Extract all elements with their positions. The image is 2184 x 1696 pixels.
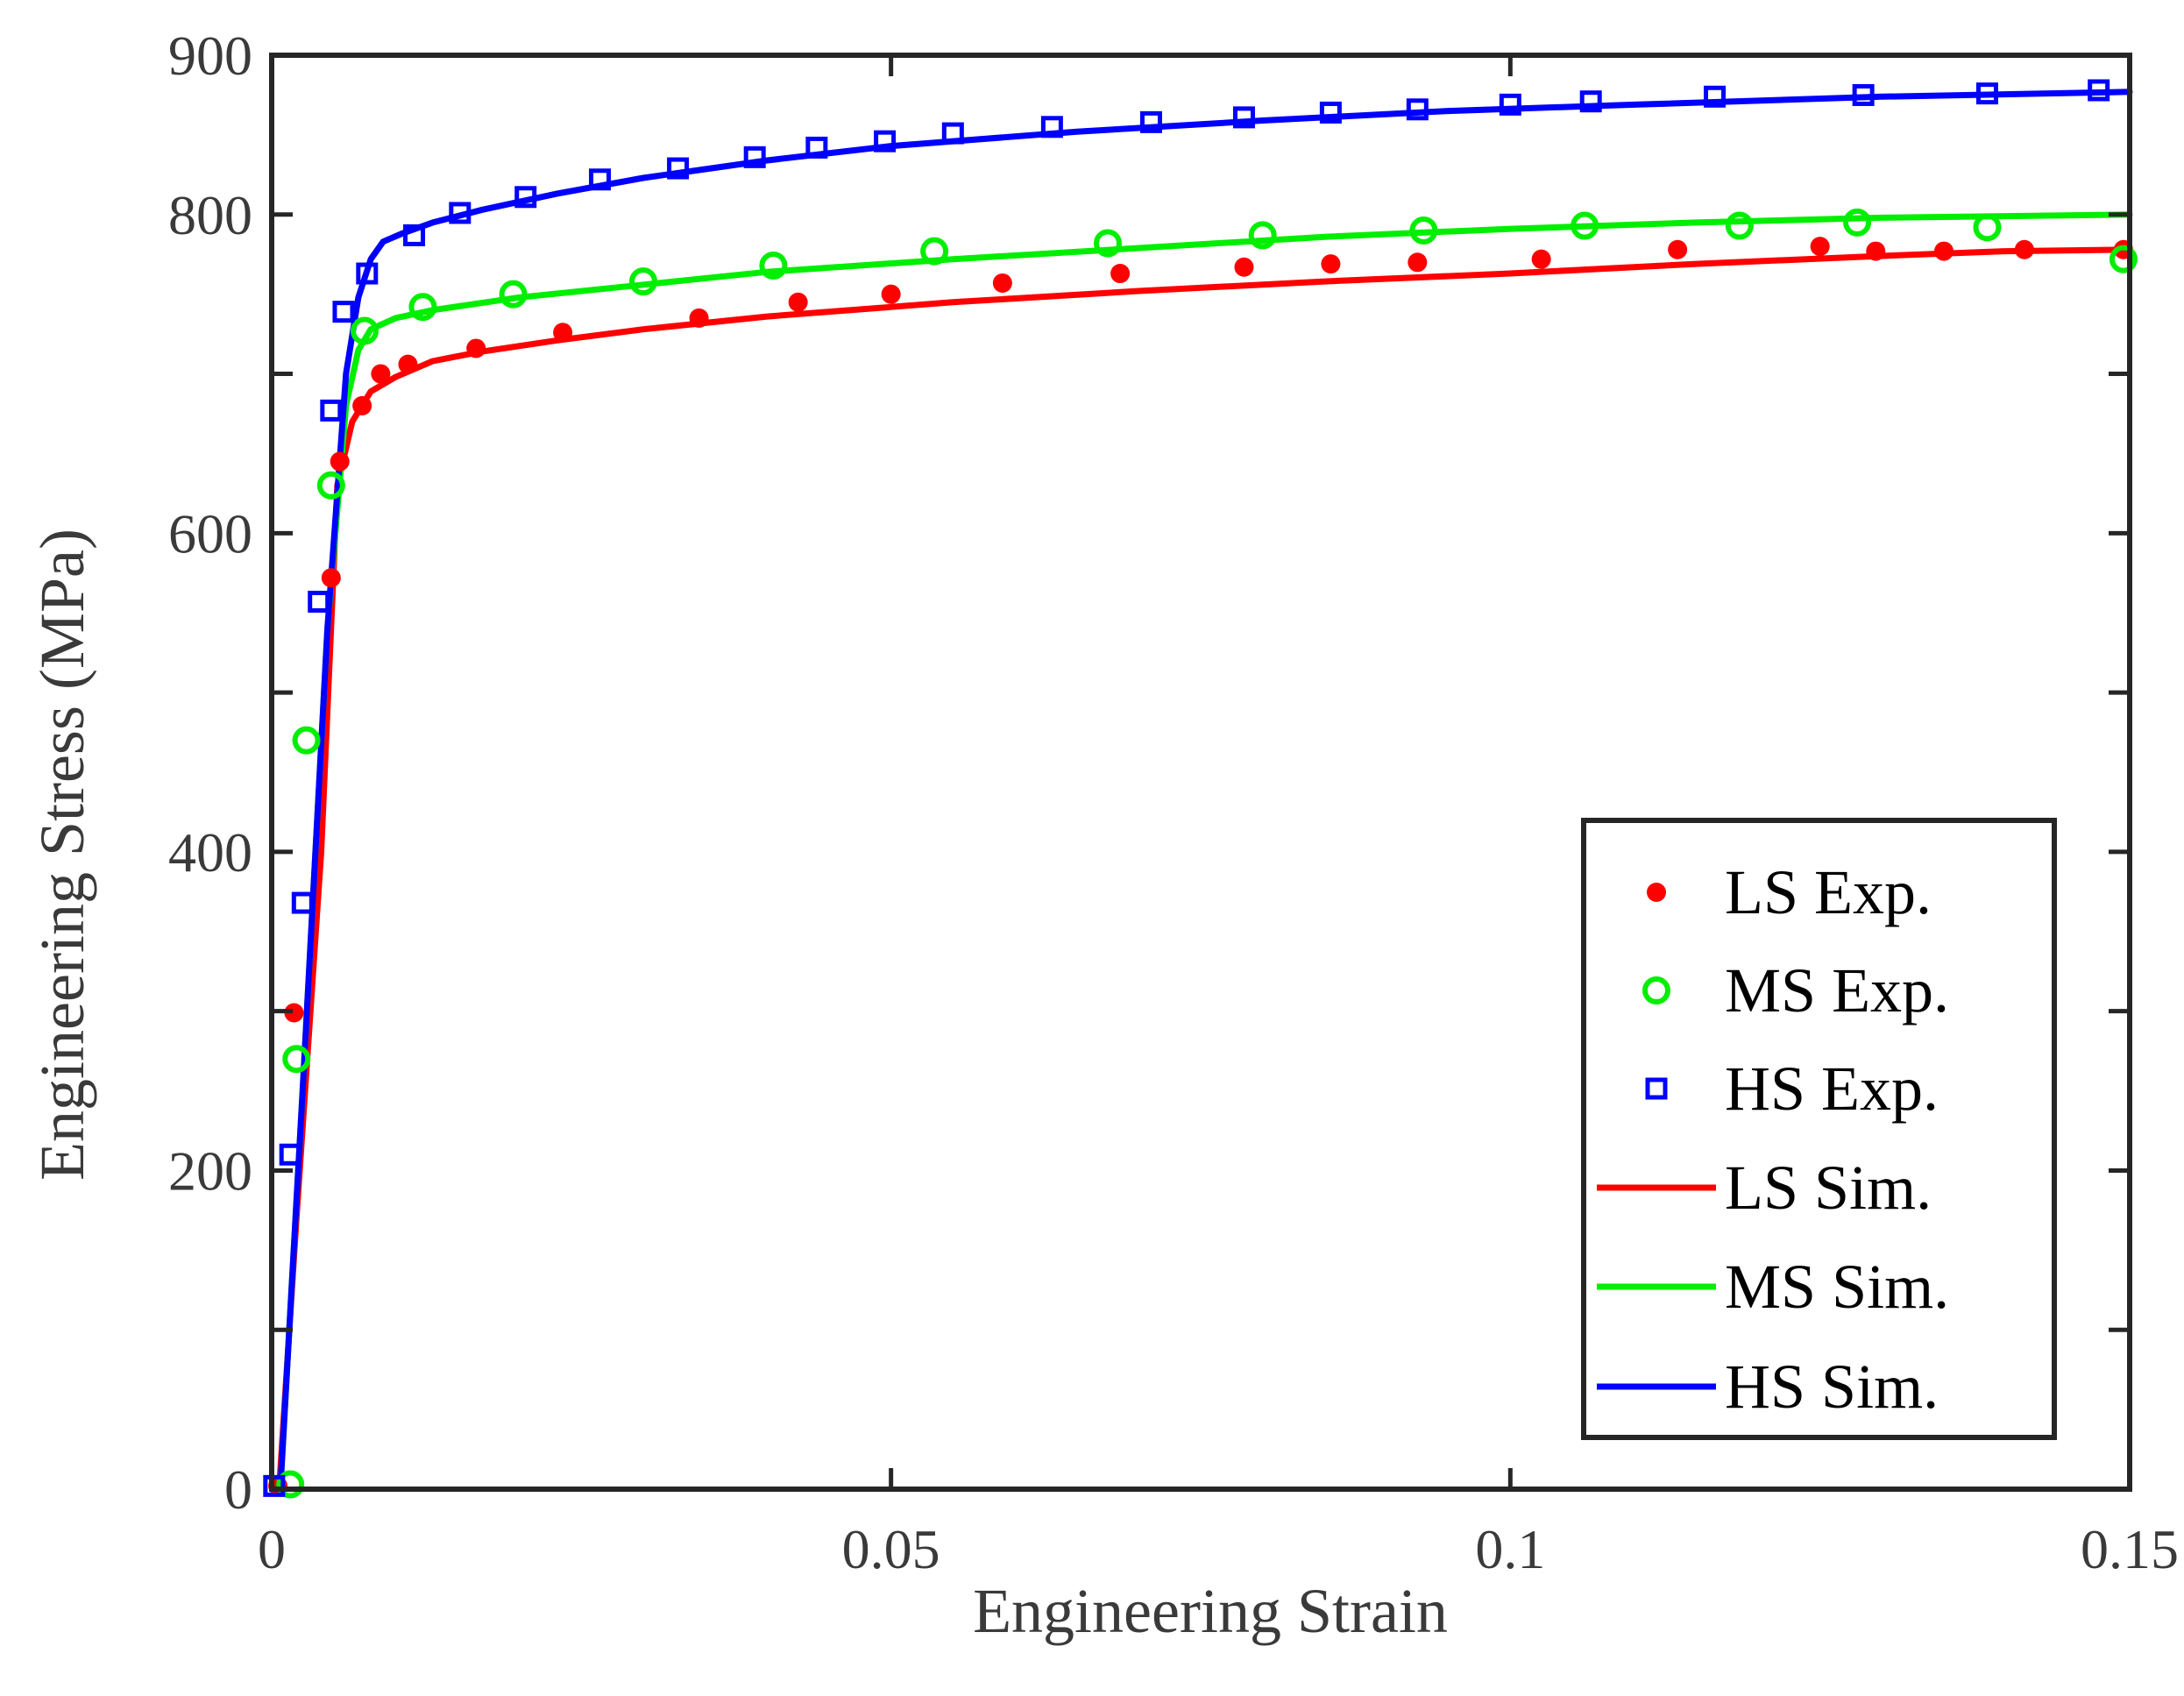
ls-exp-point — [398, 354, 418, 374]
legend-label-ls-exp: LS Exp. — [1725, 857, 1932, 927]
ls-exp-point — [466, 338, 486, 358]
hs-exp-point — [941, 122, 964, 145]
legend-box — [1581, 818, 2057, 1440]
x-tick-label: 0.1 — [1475, 1518, 1545, 1580]
ls-exp-point — [1668, 239, 1688, 259]
hs-exp-point — [291, 891, 314, 914]
ms-exp-point — [408, 293, 437, 322]
hs-exp-point — [514, 186, 537, 209]
x-tick-label: 0.05 — [842, 1518, 940, 1580]
x-tick-label: 0 — [258, 1518, 286, 1580]
hs-exp-point — [805, 136, 828, 159]
series-markers — [263, 79, 2138, 1499]
ls-exp-point — [2014, 239, 2034, 259]
ms-exp-point — [316, 471, 345, 500]
y-tick-label: 800 — [168, 184, 252, 246]
hs-exp-point — [874, 130, 897, 153]
ms-exp-point — [1973, 213, 2002, 242]
ls-exp-point — [689, 308, 709, 328]
legend-label-hs-exp: HS Exp. — [1725, 1054, 1939, 1124]
ms-exp-point — [1571, 211, 1599, 240]
ls-exp-point — [1934, 241, 1954, 261]
ls-exp-point — [992, 273, 1012, 293]
y-tick-label: 600 — [168, 502, 252, 564]
legend-label-ls-sim: LS Sim. — [1725, 1153, 1932, 1223]
x-axis-title: Engineering Strain — [973, 1576, 1448, 1646]
ms-exp-point — [1409, 216, 1438, 245]
hs-sim-line — [277, 89, 2133, 1493]
legend-swatch-ls-exp — [1647, 883, 1666, 902]
hs-exp-point — [1139, 110, 1162, 133]
hs-exp-point — [743, 145, 766, 168]
hs-exp-point — [667, 157, 690, 180]
ms-exp-point — [759, 251, 788, 280]
hs-exp-point — [1579, 90, 1602, 113]
ms-exp-point — [629, 267, 657, 296]
hs-exp-point — [1975, 82, 1998, 105]
hs-exp-point — [1319, 101, 1342, 124]
legend: LS Exp. MS Exp. HS Exp. LS Sim. MS Sim. HS Si… — [1581, 818, 2057, 1440]
ms-exp-point — [499, 280, 528, 309]
hs-exp-point — [2088, 79, 2110, 102]
legend-swatch-hs-exp — [1645, 1077, 1668, 1100]
tick-labels: 0 0.05 0.1 0.15 0 200 400 600 800 900 — [168, 25, 2179, 1580]
ls-exp-point — [881, 284, 901, 304]
ls-exp-point — [284, 1003, 304, 1023]
legend-swatch-ms-exp — [1642, 976, 1670, 1004]
ms-exp-point — [1094, 229, 1122, 258]
y-axis-title: Engineering Stress (MPa) — [27, 529, 97, 1181]
hs-exp-point — [1704, 85, 1727, 108]
hs-exp-point — [1499, 93, 1521, 116]
y-tick-label: 0 — [224, 1458, 252, 1521]
hs-exp-point — [308, 590, 330, 613]
ms-exp-point — [292, 726, 321, 755]
ls-exp-point — [321, 568, 341, 588]
ls-exp-point — [788, 292, 808, 312]
ms-exp-point — [2109, 245, 2138, 273]
ls-exp-point — [352, 395, 372, 415]
ms-exp-point — [920, 237, 949, 266]
hs-exp-point — [589, 168, 612, 191]
hs-exp-point — [320, 399, 343, 422]
ls-exp-point — [1321, 254, 1341, 274]
ls-exp-point — [1810, 237, 1830, 257]
hs-exp-point — [279, 1143, 301, 1166]
axis-ticks — [269, 55, 2132, 1492]
y-tick-label: 400 — [168, 821, 252, 883]
ms-exp-point — [276, 1470, 305, 1499]
hs-exp-point — [1852, 83, 1875, 106]
y-tick-label: 200 — [168, 1139, 252, 1202]
ls-exp-point — [1110, 264, 1131, 284]
ls-exp-point — [1234, 257, 1254, 277]
legend-label-ms-exp: MS Exp. — [1725, 955, 1949, 1025]
ls-exp-point — [553, 323, 573, 343]
legend-label-hs-sim: HS Sim. — [1725, 1352, 1939, 1422]
ls-exp-point — [371, 364, 391, 384]
ms-exp-point — [1843, 208, 1872, 237]
ls-exp-point — [1866, 241, 1886, 261]
hs-exp-point — [403, 224, 426, 246]
ms-exp-point — [351, 316, 379, 345]
hs-exp-point — [1040, 116, 1063, 138]
hs-exp-point — [1406, 98, 1429, 121]
ls-exp-point — [1531, 249, 1551, 269]
ms-exp-point — [1725, 211, 1754, 240]
ls-exp-point — [1408, 252, 1428, 273]
y-tick-label-top: 900 — [168, 25, 252, 87]
hs-exp-point — [356, 262, 379, 285]
ms-exp-point — [282, 1045, 311, 1074]
hs-exp-point — [332, 301, 355, 323]
ms-exp-point — [1248, 221, 1277, 250]
hs-exp-point — [449, 202, 472, 224]
x-tick-label: 0.15 — [2081, 1518, 2179, 1580]
plot-frame — [269, 53, 2132, 1492]
ls-exp-point — [330, 451, 350, 472]
hs-exp-point — [1232, 106, 1255, 129]
legend-label-ms-sim: MS Sim. — [1725, 1252, 1949, 1322]
